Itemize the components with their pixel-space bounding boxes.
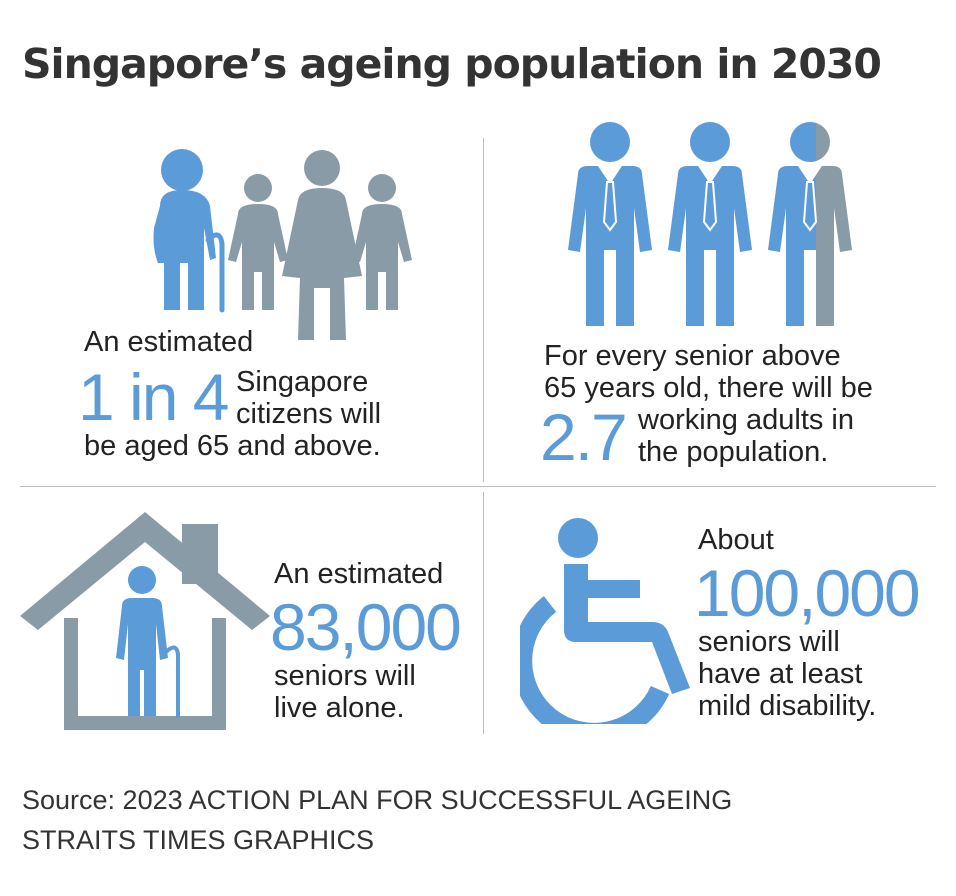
three-working-adults-icon <box>568 122 852 326</box>
vertical-divider-bottom <box>483 492 484 734</box>
wheelchair-icon <box>520 518 690 724</box>
horizontal-divider <box>20 486 936 487</box>
text-line: mild disability. <box>698 690 877 722</box>
text-line: live alone. <box>274 692 405 724</box>
senior-in-house-icon <box>20 512 270 730</box>
lead-text: About <box>698 524 774 556</box>
lead-text: An estimated <box>274 558 444 590</box>
text-line: working adults in <box>638 404 854 436</box>
lead-text: An estimated <box>84 326 254 358</box>
text-line: 65 years old, there will be <box>544 372 873 404</box>
vertical-divider-top <box>483 138 484 482</box>
figure-ratio: 2.7 <box>540 400 628 474</box>
family-with-elder-icon <box>153 149 412 340</box>
text-line: seniors will <box>274 660 416 692</box>
source-line: Source: 2023 ACTION PLAN FOR SUCCESSFUL … <box>22 785 733 815</box>
figure-one-in-four: 1 in 4 <box>78 360 229 434</box>
text-line: citizens will <box>236 398 382 430</box>
text-line: be aged 65 and above. <box>84 430 381 462</box>
credit-line: STRAITS TIMES GRAPHICS <box>22 825 375 855</box>
text-line: For every senior above <box>544 340 841 372</box>
text-line: seniors will <box>698 626 840 658</box>
page-title: Singapore’s ageing population in 2030 <box>22 40 882 88</box>
figure-live-alone: 83,000 <box>270 590 462 664</box>
source-credit: Source: 2023 ACTION PLAN FOR SUCCESSFUL … <box>22 780 732 860</box>
text-line: have at least <box>698 658 863 690</box>
text-line: the population. <box>638 436 829 468</box>
text-line: Singapore <box>236 366 369 398</box>
figure-disability: 100,000 <box>694 556 921 630</box>
